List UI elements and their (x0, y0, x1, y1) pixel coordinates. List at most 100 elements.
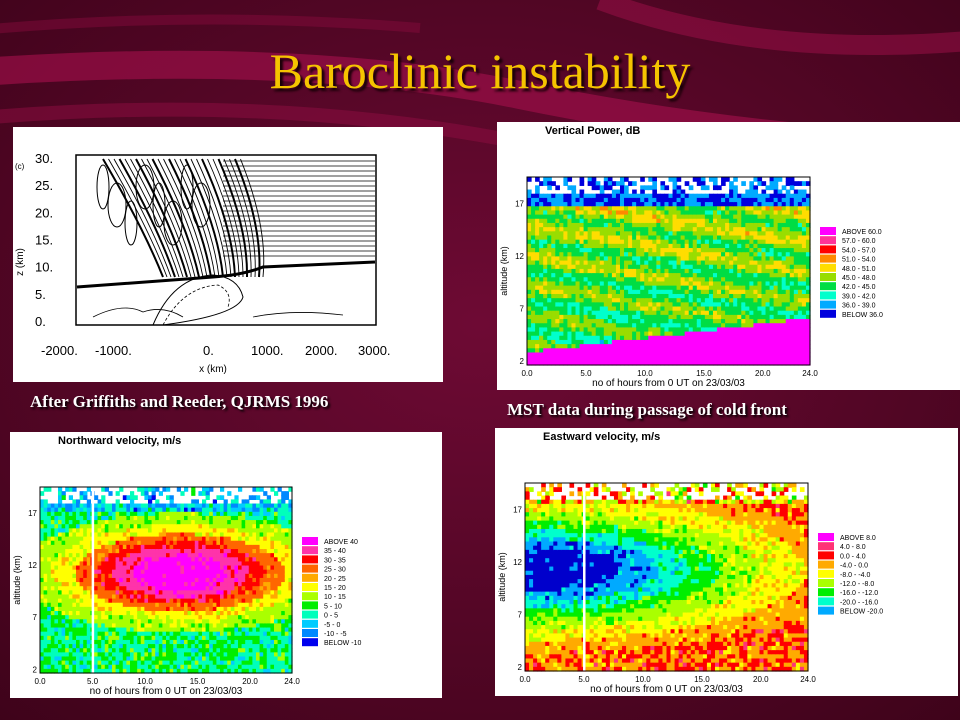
legend-label: -4.0 - 0.0 (840, 563, 868, 570)
radar-plot-title: Eastward velocity, m/s (543, 431, 660, 443)
model-xtick: -1000. (95, 343, 132, 358)
radar-ytick: 17 (515, 199, 524, 208)
radar-xtick: 5.0 (580, 369, 592, 378)
model-xtick-labels: -2000. -1000. 0. 1000. 2000. 3000. (41, 343, 391, 358)
legend-swatch (820, 309, 836, 318)
model-ytick: 10. (35, 260, 53, 275)
legend-label: ABOVE 8.0 (840, 535, 876, 542)
legend-swatch (820, 300, 836, 309)
model-ytick: 0. (35, 314, 46, 329)
model-ytick: 30. (35, 151, 53, 166)
legend-swatch (302, 601, 318, 610)
radar-plot-title: Northward velocity, m/s (58, 435, 181, 447)
legend-swatch (820, 236, 836, 245)
radar-color-field (40, 487, 293, 674)
northward-velocity-panel: Northward velocity, m/s altitude (km) 17 12… (10, 432, 442, 698)
model-ytick: 25. (35, 178, 53, 193)
legend-label: 10 - 15 (324, 594, 346, 601)
model-ylabel: z (km) (15, 248, 26, 276)
legend-swatch (818, 597, 834, 606)
legend-swatch (302, 583, 318, 591)
panel-label: (c) (15, 162, 25, 171)
radar-xtick: 20.0 (753, 675, 769, 684)
radar-ytick: 12 (513, 558, 522, 567)
legend-label: 48.0 - 51.0 (842, 266, 876, 273)
legend-label: 15 - 20 (324, 585, 346, 592)
legend-swatch (818, 569, 834, 578)
radar-color-field (527, 177, 811, 366)
radar-xtick: 10.0 (637, 369, 653, 378)
model-xtick: 0. (203, 343, 214, 358)
radar-xtick: 20.0 (242, 677, 258, 686)
model-stratification-contours (223, 160, 375, 257)
legend-label: 42.0 - 45.0 (842, 284, 876, 291)
eastward-velocity-plot: Eastward velocity, m/s altitude (km) 17 12 7… (497, 431, 883, 695)
legend-swatch (818, 579, 834, 587)
model-xtick: 2000. (305, 343, 338, 358)
radar-xtick: 20.0 (755, 369, 771, 378)
legend-swatch (302, 619, 318, 628)
legend-label: 20 - 25 (324, 576, 346, 583)
legend-label: -5 - 0 (324, 622, 340, 629)
legend-swatch (302, 610, 318, 619)
legend-label: 35 - 40 (324, 548, 346, 555)
radar-plot-frame (524, 482, 809, 672)
legend-swatch (820, 254, 836, 263)
caption-right: MST data during passage of cold front (507, 400, 787, 419)
radar-ytick: 2 (518, 663, 523, 672)
legend-label: 45.0 - 48.0 (842, 275, 876, 282)
time-marker-line (91, 487, 95, 673)
radar-xtick: 10.0 (635, 675, 651, 684)
model-ytick: 5. (35, 287, 46, 302)
model-cross-section-panel: (c) z (km) 30. 25. 20. 15. 10. 5. 0. -2000. -10… (13, 127, 443, 382)
legend-label: 39.0 - 42.0 (842, 293, 876, 300)
legend-swatch (818, 560, 834, 569)
radar-xtick: 5.0 (87, 677, 99, 686)
model-xtick: 3000. (358, 343, 391, 358)
radar-xtick: 5.0 (578, 675, 590, 684)
radar-xtick: 15.0 (696, 369, 712, 378)
legend-label: ABOVE 40 (324, 539, 358, 546)
model-wave-contours (96, 158, 265, 278)
legend-label: -16.0 - -12.0 (840, 590, 878, 597)
legend-label: 57.0 - 60.0 (842, 238, 876, 245)
radar-xtick: 24.0 (284, 677, 300, 686)
legend-swatch (302, 537, 318, 545)
legend-swatch (820, 245, 836, 254)
northward-velocity-plot: Northward velocity, m/s altitude (km) 17 12… (12, 435, 361, 697)
legend-swatch (302, 555, 318, 564)
legend-label: 54.0 - 57.0 (842, 247, 876, 254)
radar-xtick: 10.0 (137, 677, 153, 686)
legend-label: 30 - 35 (324, 557, 346, 564)
legend-label: 51.0 - 54.0 (842, 257, 876, 264)
radar-xtick: 15.0 (694, 675, 710, 684)
vertical-power-panel: Vertical Power, dB altitude (km) 17 12 7 2 0.0… (497, 122, 960, 390)
radar-ytick: 12 (28, 561, 37, 570)
legend-swatch (818, 551, 834, 560)
radar-xtick: 0.0 (521, 369, 533, 378)
radar-legend: ABOVE 40 35 - 40 30 - 35 25 - 30 20 - 25 15 -… (302, 537, 361, 647)
time-marker-line (583, 483, 586, 671)
radar-ylabel: altitude (km) (497, 552, 507, 602)
legend-swatch (818, 533, 834, 541)
eastward-velocity-panel: Eastward velocity, m/s altitude (km) 17 12 7… (495, 428, 958, 696)
legend-swatch (820, 273, 836, 281)
legend-swatch (302, 546, 318, 555)
model-xtick: 1000. (251, 343, 284, 358)
radar-plot-frame (39, 486, 293, 674)
legend-swatch (820, 227, 836, 235)
legend-label: 36.0 - 39.0 (842, 303, 876, 310)
legend-swatch (820, 263, 836, 272)
legend-label: BELOW -10 (324, 640, 361, 647)
radar-plot-title: Vertical Power, dB (545, 125, 640, 137)
radar-ytick: 7 (33, 613, 38, 622)
radar-ytick: 2 (33, 665, 38, 674)
radar-ytick: 17 (513, 505, 522, 514)
legend-swatch (302, 564, 318, 573)
radar-ytick: 7 (518, 611, 523, 620)
model-plot-frame (75, 154, 377, 326)
legend-swatch (302, 629, 318, 637)
radar-legend: ABOVE 60.0 57.0 - 60.0 54.0 - 57.0 51.0 - 5… (820, 227, 883, 319)
caption-left: After Griffiths and Reeder, QJRMS 1996 (30, 392, 329, 411)
